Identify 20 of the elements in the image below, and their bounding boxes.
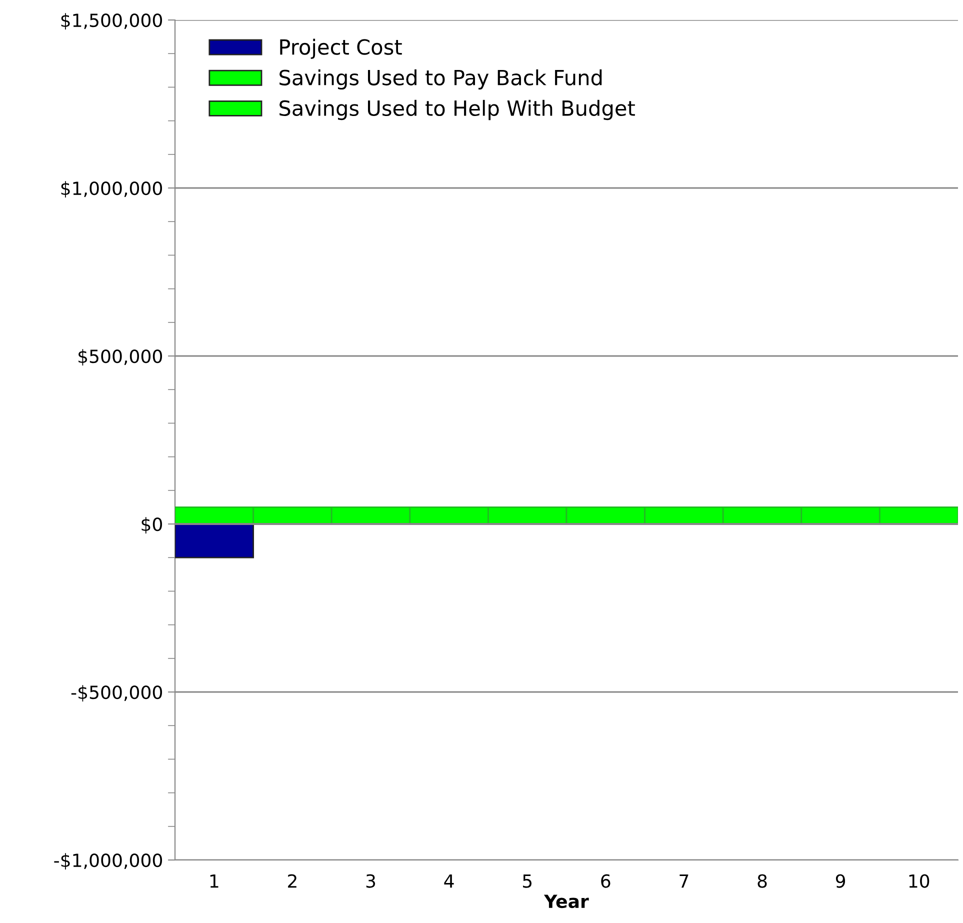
y-tick-label: $1,000,000 bbox=[61, 181, 162, 198]
y-tick-label: $0 bbox=[142, 517, 162, 534]
legend-label: Savings Used to Pay Back Fund bbox=[280, 69, 602, 90]
x-tick-label: 2 bbox=[288, 874, 296, 888]
x-axis-title: Year bbox=[544, 894, 589, 908]
y-tick-label: -$1,000,000 bbox=[54, 853, 162, 870]
x-tick-label: 6 bbox=[601, 874, 610, 888]
x-tick-label: 3 bbox=[366, 874, 376, 888]
x-tick-label: 8 bbox=[758, 874, 767, 888]
x-tick-label: 5 bbox=[523, 874, 532, 888]
y-tick-label: -$500,000 bbox=[71, 685, 162, 702]
x-tick-label: 7 bbox=[680, 874, 688, 888]
y-tick-label: $500,000 bbox=[78, 349, 162, 366]
x-tick-label: 9 bbox=[836, 874, 846, 888]
x-tick-label: 10 bbox=[909, 874, 930, 888]
legend-label: Project Cost bbox=[280, 38, 402, 59]
y-tick-label: $1,500,000 bbox=[61, 13, 162, 30]
x-tick-label: 4 bbox=[444, 874, 454, 888]
legend-label: Savings Used to Help With Budget bbox=[280, 100, 635, 120]
x-tick-label: 1 bbox=[210, 874, 218, 888]
